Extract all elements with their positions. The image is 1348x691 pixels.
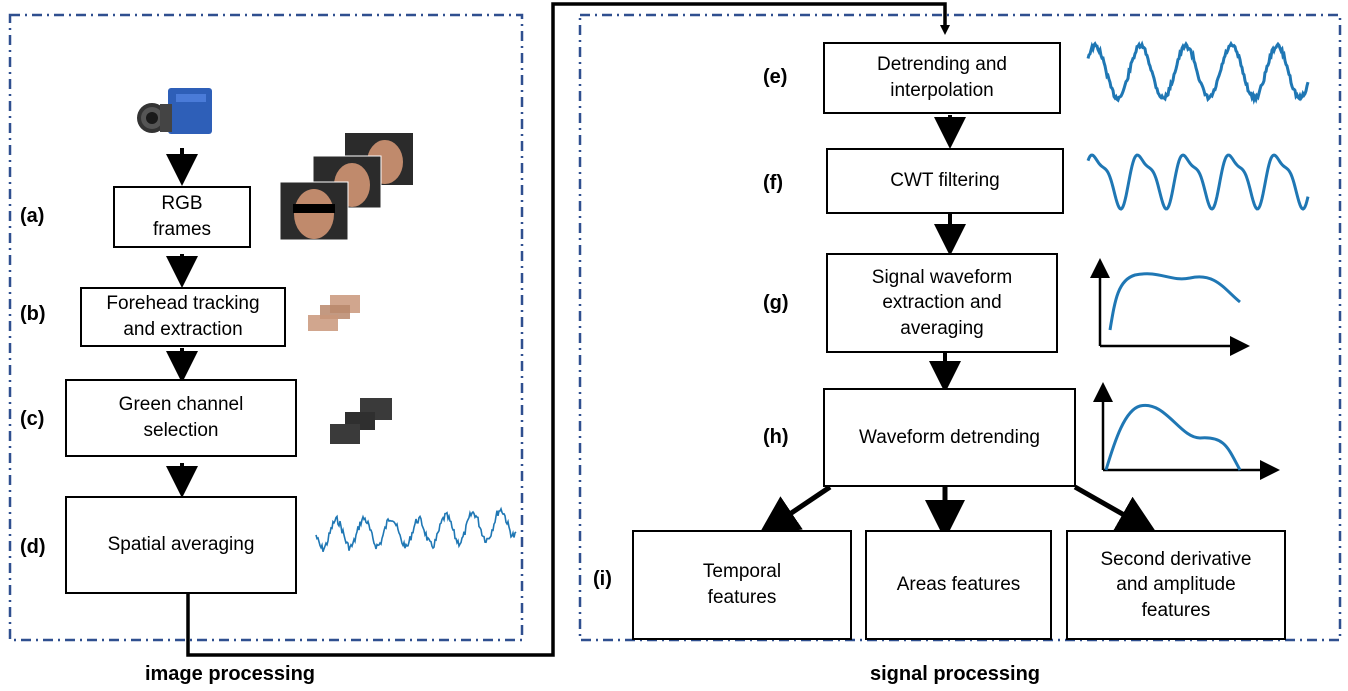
second-derivative-features-box: Second derivative and amplitude features (1066, 530, 1286, 640)
detrended-signal-plot (1086, 40, 1310, 105)
waveform-extraction-box: Signal waveform extraction and averaging (826, 253, 1058, 353)
forehead-tracking-box: Forehead tracking and extraction (80, 287, 286, 347)
areas-features-box: Areas features (865, 530, 1052, 640)
image-processing-caption: image processing (144, 663, 316, 685)
step-label-c: (c) (20, 408, 45, 430)
waveform-detrending-box: Waveform detrending (823, 388, 1076, 487)
cwt-signal-plot (1086, 153, 1310, 211)
step-label-f: (f) (763, 172, 783, 194)
rgb-frames-box: RGB frames (113, 186, 251, 248)
averaged-waveform-plot (1090, 258, 1250, 356)
step-label-i: (i) (593, 568, 612, 590)
signal-processing-panel (578, 13, 1342, 642)
cwt-filtering-box: CWT filtering (826, 148, 1064, 214)
face-frames-icon (279, 133, 413, 241)
detrending-box: Detrending and interpolation (823, 42, 1061, 114)
step-label-b: (b) (20, 303, 46, 325)
camera-icon (137, 88, 212, 134)
detrended-waveform-plot (1093, 382, 1280, 480)
step-label-h: (h) (763, 426, 789, 448)
forehead-patch-icon (308, 295, 360, 331)
step-label-e: (e) (763, 66, 788, 88)
temporal-features-box: Temporal features (632, 530, 852, 640)
signal-processing-caption: signal processing (869, 663, 1041, 685)
step-label-d: (d) (20, 536, 46, 558)
panel-connector (186, 2, 950, 657)
step-label-g: (g) (763, 292, 789, 314)
green-channel-box: Green channel selection (65, 379, 297, 457)
right-arrows (758, 115, 1158, 540)
step-label-a: (a) (20, 205, 45, 227)
spatial-averaging-box: Spatial averaging (65, 496, 297, 594)
raw-signal-plot (315, 506, 517, 552)
image-processing-panel (8, 13, 524, 642)
green-patch-icon (330, 398, 392, 444)
